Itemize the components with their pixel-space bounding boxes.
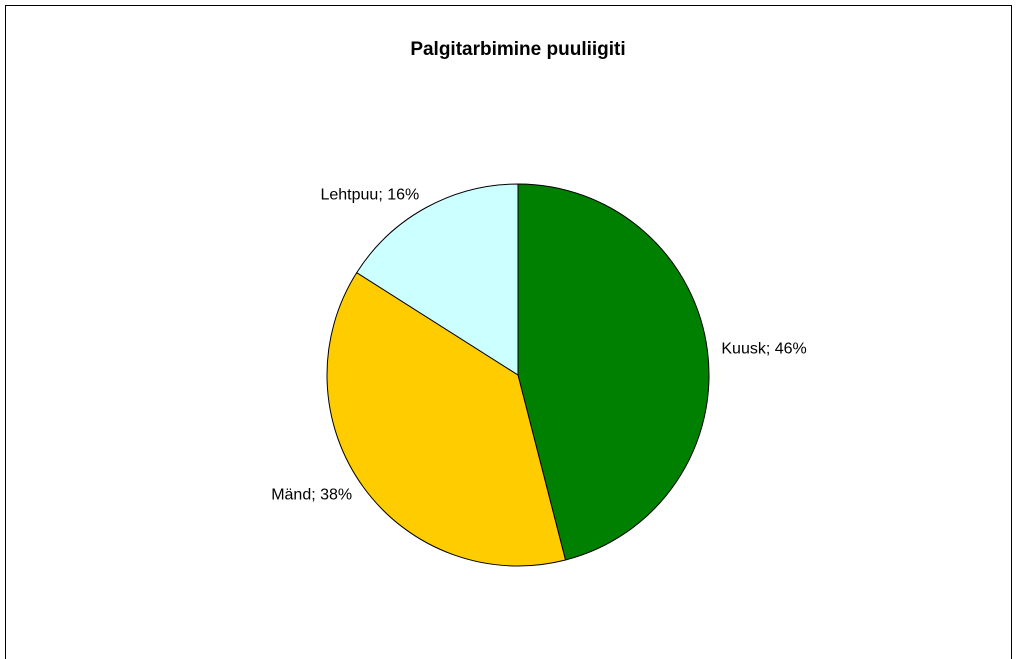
data-label: Kuusk; 46% <box>721 341 806 358</box>
pie-slice <box>326 271 567 567</box>
data-label: Mänd; 38% <box>271 487 352 504</box>
data-label: Lehtpuu; 16% <box>320 187 419 204</box>
pie-slice <box>356 183 519 376</box>
chart-title: Palgitarbimine puuliigiti <box>410 39 625 60</box>
pie-slice <box>517 183 710 561</box>
